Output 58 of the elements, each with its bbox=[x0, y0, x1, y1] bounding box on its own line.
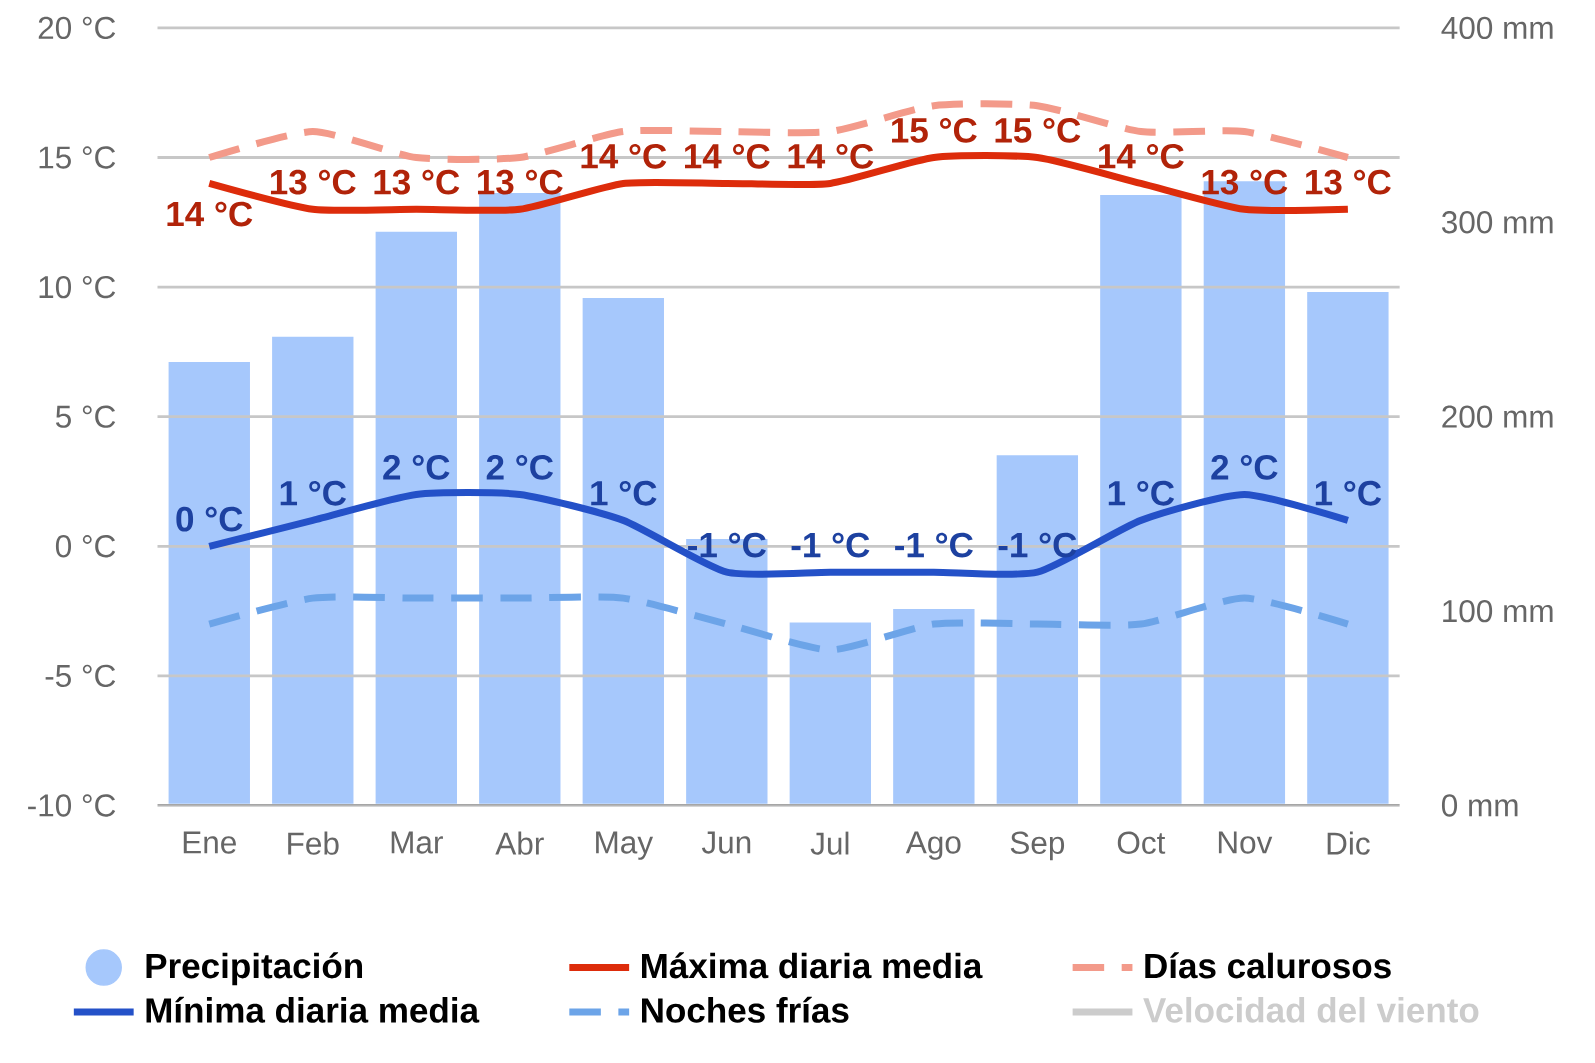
data-label: 13 °C bbox=[270, 169, 356, 195]
legend-label: Precipitación bbox=[146, 952, 363, 986]
data-label: 1 °C bbox=[1315, 481, 1382, 506]
x-tick-label: Dic bbox=[1327, 831, 1370, 855]
y-tick-label: 5 °C bbox=[55, 405, 116, 429]
data-label: 14 °C bbox=[1099, 144, 1184, 169]
x-tick-label: Ene bbox=[183, 831, 236, 854]
y2-tick-label: 100 mm bbox=[1443, 600, 1553, 623]
data-label: 2 °C bbox=[383, 455, 450, 480]
x-tick-label: Mar bbox=[391, 831, 443, 854]
x-tick-label: Ago bbox=[905, 831, 961, 861]
data-label: 1 °C bbox=[1108, 481, 1175, 506]
data-label: -1 °C bbox=[791, 532, 870, 558]
data-label: 13 °C bbox=[477, 169, 563, 195]
data-label: 0 °C bbox=[176, 506, 243, 532]
x-tick-label: Nov bbox=[1218, 831, 1273, 854]
y2-tick-label: 400 mm bbox=[1441, 16, 1553, 40]
y-tick-label: 15 °C bbox=[39, 146, 116, 169]
data-label: -1 °C bbox=[895, 532, 973, 558]
y2-tick-label: 0 mm bbox=[1441, 794, 1518, 817]
y-tick-label: -10 °C bbox=[28, 794, 116, 817]
x-tick-label: Jul bbox=[810, 831, 849, 855]
x-tick-label: May bbox=[596, 831, 654, 861]
data-label: 14 °C bbox=[581, 144, 667, 169]
legend-label: Noches frías bbox=[642, 996, 849, 1023]
legend-label: Máxima diaria media bbox=[642, 952, 983, 979]
data-label: 2 °C bbox=[1211, 455, 1278, 480]
y-tick-label: 20 °C bbox=[38, 16, 116, 40]
bar bbox=[166, 360, 252, 806]
bar bbox=[891, 607, 977, 806]
x-tick-label: Jun bbox=[701, 831, 751, 854]
data-label: 13 °C bbox=[1306, 169, 1391, 195]
data-label: 14 °C bbox=[685, 144, 770, 169]
bar bbox=[373, 230, 459, 806]
y-tick-label: 10 °C bbox=[39, 276, 116, 299]
legend-label: Días calurosos bbox=[1145, 952, 1391, 979]
data-label: 15 °C bbox=[892, 118, 977, 143]
bar bbox=[1098, 193, 1184, 806]
data-label: 1 °C bbox=[280, 481, 347, 506]
legend-label: Mínima diaria media bbox=[146, 996, 480, 1023]
data-label: 2 °C bbox=[486, 455, 554, 480]
data-label: 13 °C bbox=[374, 169, 460, 195]
x-tick-label: Feb bbox=[288, 831, 339, 855]
data-label: -1 °C bbox=[688, 532, 766, 558]
y-tick-label: -5 °C bbox=[45, 664, 116, 688]
y2-tick-label: 200 mm bbox=[1442, 405, 1553, 429]
data-label: 13 °C bbox=[1202, 169, 1288, 195]
y-tick-label: 0 °C bbox=[55, 535, 116, 558]
x-tick-label: Sep bbox=[1010, 831, 1065, 861]
y2-tick-label: 300 mm bbox=[1441, 211, 1553, 234]
data-label: 14 °C bbox=[167, 201, 253, 227]
x-tick-label: Oct bbox=[1117, 831, 1166, 855]
data-label: 14 °C bbox=[788, 144, 874, 169]
x-tick-label: Abr bbox=[495, 831, 544, 855]
data-label: -1 °C bbox=[998, 532, 1077, 558]
bar bbox=[580, 296, 666, 806]
data-label: 15 °C bbox=[995, 118, 1081, 143]
data-label: 1 °C bbox=[591, 481, 657, 506]
